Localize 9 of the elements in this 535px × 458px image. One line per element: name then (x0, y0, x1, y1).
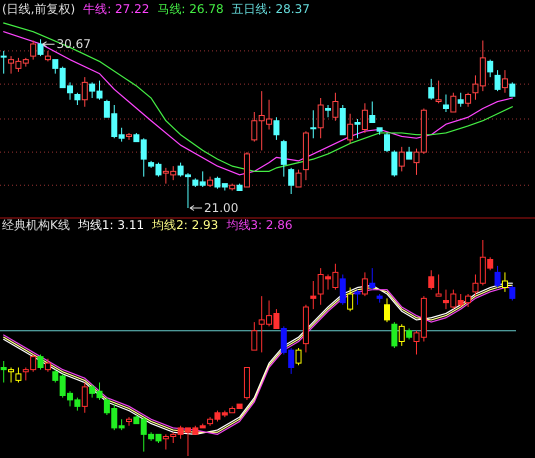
text: 均线2: 2.93 (151, 218, 218, 232)
chart-title: (日线,前复权) (2, 2, 76, 16)
text: 均线3: 2.86 (225, 218, 293, 232)
text: 五日线: 28.37 (232, 2, 310, 16)
text: 牛线: 27.22 (83, 2, 150, 16)
text: 均线1: 3.11 (76, 218, 144, 232)
annotation: 21.00 (204, 201, 238, 215)
chart-title: 经典机构K线 (2, 218, 70, 232)
text: 马线: 26.78 (157, 2, 224, 16)
